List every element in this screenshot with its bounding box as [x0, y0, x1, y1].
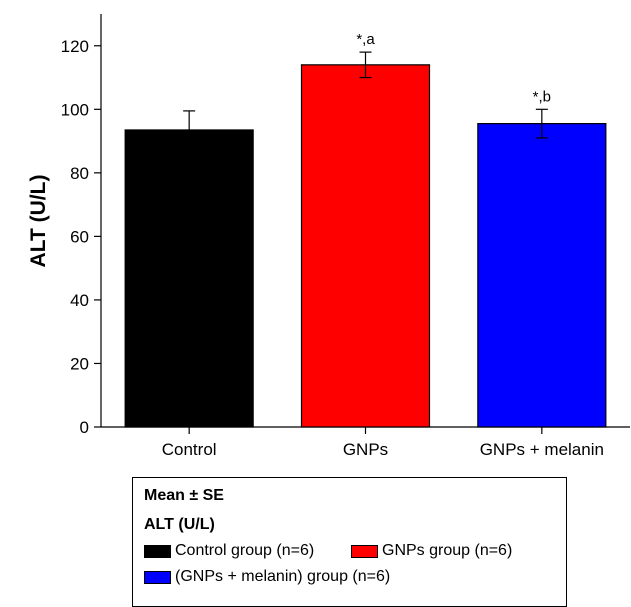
- legend-subtitle: ALT (U/L): [144, 516, 215, 533]
- significance-label: *,a: [356, 31, 375, 48]
- x-tick-label: GNPs: [343, 440, 388, 459]
- legend-entry-gnps-melanin: (GNPs + melanin) group (n=6): [144, 568, 390, 586]
- legend-label-gnps: GNPs group (n=6): [382, 542, 513, 559]
- y-axis-label: ALT (U/L): [27, 175, 50, 268]
- legend-entry-control: Control group (n=6): [144, 542, 314, 560]
- legend-swatch-control: [144, 544, 171, 558]
- legend: Mean ± SE ALT (U/L) Control group (n=6) …: [132, 477, 567, 607]
- legend-swatch-gnps-melanin: [144, 570, 171, 584]
- legend-label-gnps-melanin: (GNPs + melanin) group (n=6): [175, 568, 391, 585]
- y-tick-label: 20: [70, 354, 89, 373]
- bar: [477, 123, 607, 428]
- y-tick-label: 0: [80, 418, 89, 437]
- y-tick-label: 40: [70, 291, 89, 310]
- bar-chart: 0 20 40 60 80 100 120 Control *,a GNPs *,b GNPs + m…: [27, 14, 630, 459]
- legend-entry-gnps: GNPs group (n=6): [351, 542, 512, 560]
- legend-label-control: Control group (n=6): [175, 542, 315, 559]
- x-tick-label: Control: [162, 440, 217, 459]
- x-tick-label: GNPs + melanin: [480, 440, 604, 459]
- bar: [300, 64, 431, 428]
- significance-label: *,b: [533, 88, 551, 105]
- y-tick-label: 80: [70, 164, 89, 183]
- y-tick-label: 120: [61, 37, 89, 56]
- y-tick-label: 60: [70, 227, 89, 246]
- y-tick-label: 100: [61, 100, 89, 119]
- legend-swatch-gnps: [351, 544, 378, 558]
- legend-title: Mean ± SE: [144, 487, 224, 504]
- bar: [124, 129, 254, 428]
